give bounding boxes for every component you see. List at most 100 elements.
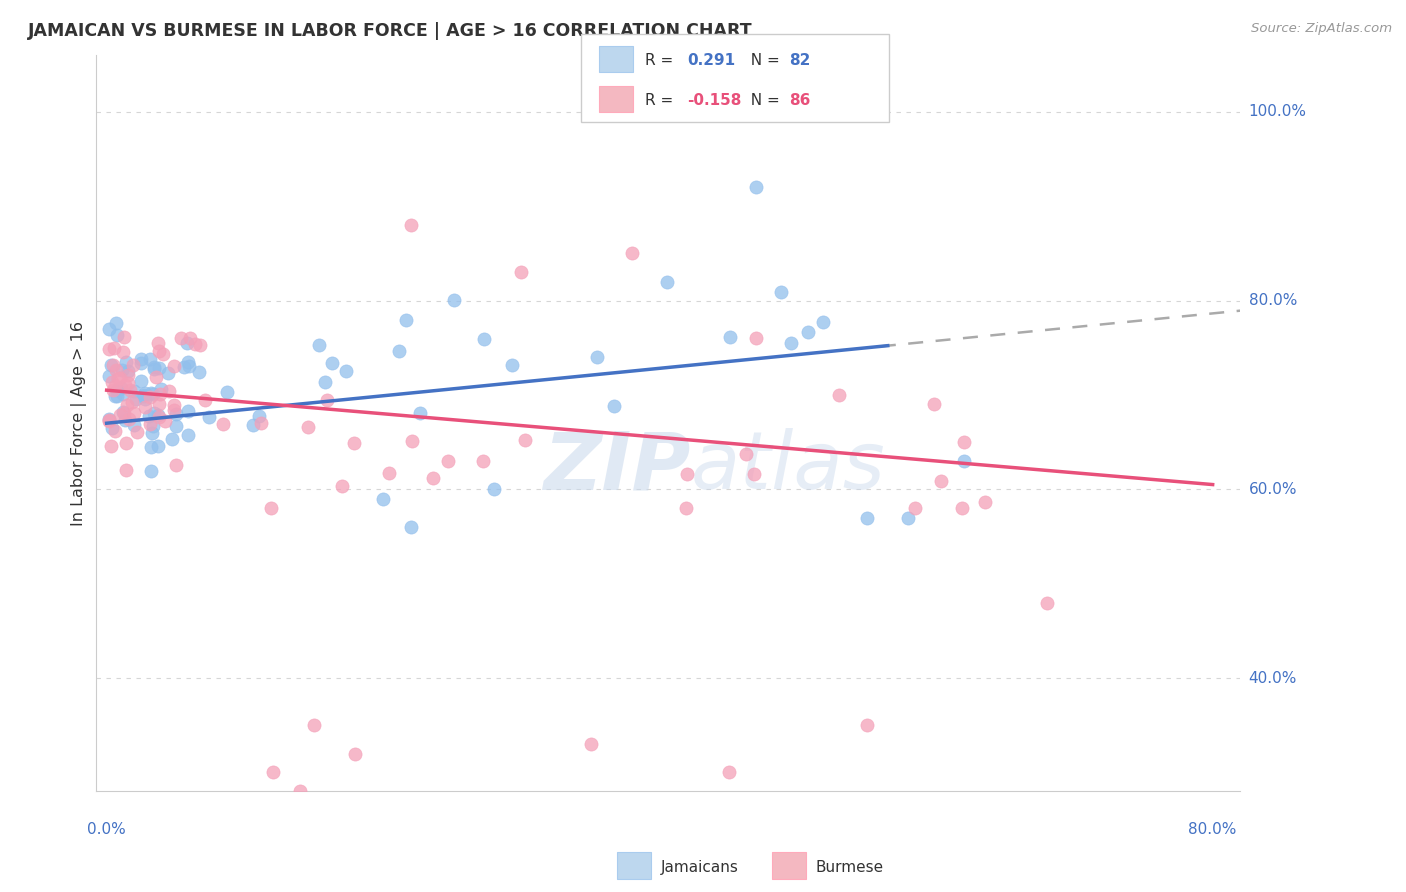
Point (242, 418, 264, 433)
Point (482, 483, 505, 497)
Text: atlas: atlas (690, 428, 886, 507)
Point (98, 412, 121, 426)
Point (974, 495, 997, 509)
Point (215, 384, 238, 399)
Text: R =: R = (645, 54, 679, 68)
Point (779, 336, 801, 351)
Point (129, 355, 152, 369)
Point (321, 356, 343, 370)
Point (142, 387, 165, 401)
Point (129, 374, 152, 388)
Text: 60.0%: 60.0% (1249, 482, 1298, 497)
Point (121, 394, 143, 409)
Point (122, 407, 145, 421)
Point (515, 433, 537, 447)
Point (134, 386, 156, 401)
Point (297, 420, 319, 434)
Point (112, 387, 135, 401)
Point (179, 331, 201, 345)
Point (165, 408, 187, 422)
Point (138, 409, 160, 424)
Point (107, 370, 129, 384)
Point (139, 386, 162, 401)
Point (142, 361, 165, 376)
Point (149, 382, 172, 396)
Point (114, 412, 136, 426)
Point (129, 352, 152, 367)
Point (139, 440, 162, 454)
Point (811, 315, 834, 329)
Point (105, 327, 128, 342)
Point (510, 265, 533, 279)
Point (100, 358, 122, 372)
Point (163, 397, 186, 411)
Point (111, 363, 134, 377)
Point (142, 418, 165, 433)
Point (335, 364, 357, 378)
Point (260, 501, 283, 516)
Point (401, 434, 423, 448)
Point (344, 747, 367, 761)
Text: ZIP: ZIP (544, 428, 690, 507)
Point (114, 436, 136, 450)
Point (770, 285, 793, 300)
Point (112, 330, 135, 344)
Point (828, 388, 851, 402)
Point (98, 342, 121, 356)
Point (177, 428, 200, 442)
Text: -0.158: -0.158 (688, 94, 742, 108)
Point (330, 478, 353, 492)
Point (179, 359, 201, 374)
Point (163, 403, 186, 417)
Point (105, 363, 128, 377)
Point (98, 413, 121, 427)
Point (378, 466, 401, 480)
Point (194, 393, 217, 408)
Point (897, 510, 920, 524)
Point (108, 371, 131, 385)
Point (104, 379, 127, 393)
Point (247, 409, 270, 423)
Point (676, 467, 699, 481)
Point (122, 418, 145, 433)
Point (125, 425, 148, 439)
Text: 0.291: 0.291 (688, 54, 735, 68)
Point (177, 404, 200, 418)
Text: 100.0%: 100.0% (1249, 104, 1306, 120)
Point (132, 389, 155, 403)
Point (153, 414, 176, 428)
Point (316, 392, 339, 407)
Point (395, 313, 418, 327)
Text: 80.0%: 80.0% (1188, 822, 1237, 837)
Point (100, 376, 122, 390)
Point (139, 417, 162, 431)
Point (797, 325, 820, 339)
Text: R =: R = (645, 94, 679, 108)
Point (170, 331, 193, 345)
Point (104, 316, 127, 330)
Point (103, 383, 125, 397)
Point (173, 359, 195, 374)
Point (101, 358, 124, 372)
Point (149, 387, 172, 401)
Text: N =: N = (741, 94, 785, 108)
Point (138, 351, 160, 366)
Point (124, 384, 146, 398)
Point (603, 399, 626, 413)
Point (148, 410, 170, 425)
Point (1035, 595, 1057, 609)
Point (856, 510, 879, 524)
Point (409, 406, 432, 420)
Point (110, 380, 132, 394)
Point (117, 398, 139, 412)
Point (111, 344, 134, 359)
Point (143, 407, 166, 421)
Point (675, 501, 697, 516)
Point (117, 368, 139, 383)
Text: 86: 86 (789, 94, 810, 108)
Point (105, 383, 128, 397)
Point (856, 718, 879, 732)
Point (198, 409, 221, 424)
Point (115, 463, 138, 477)
Point (112, 406, 135, 420)
